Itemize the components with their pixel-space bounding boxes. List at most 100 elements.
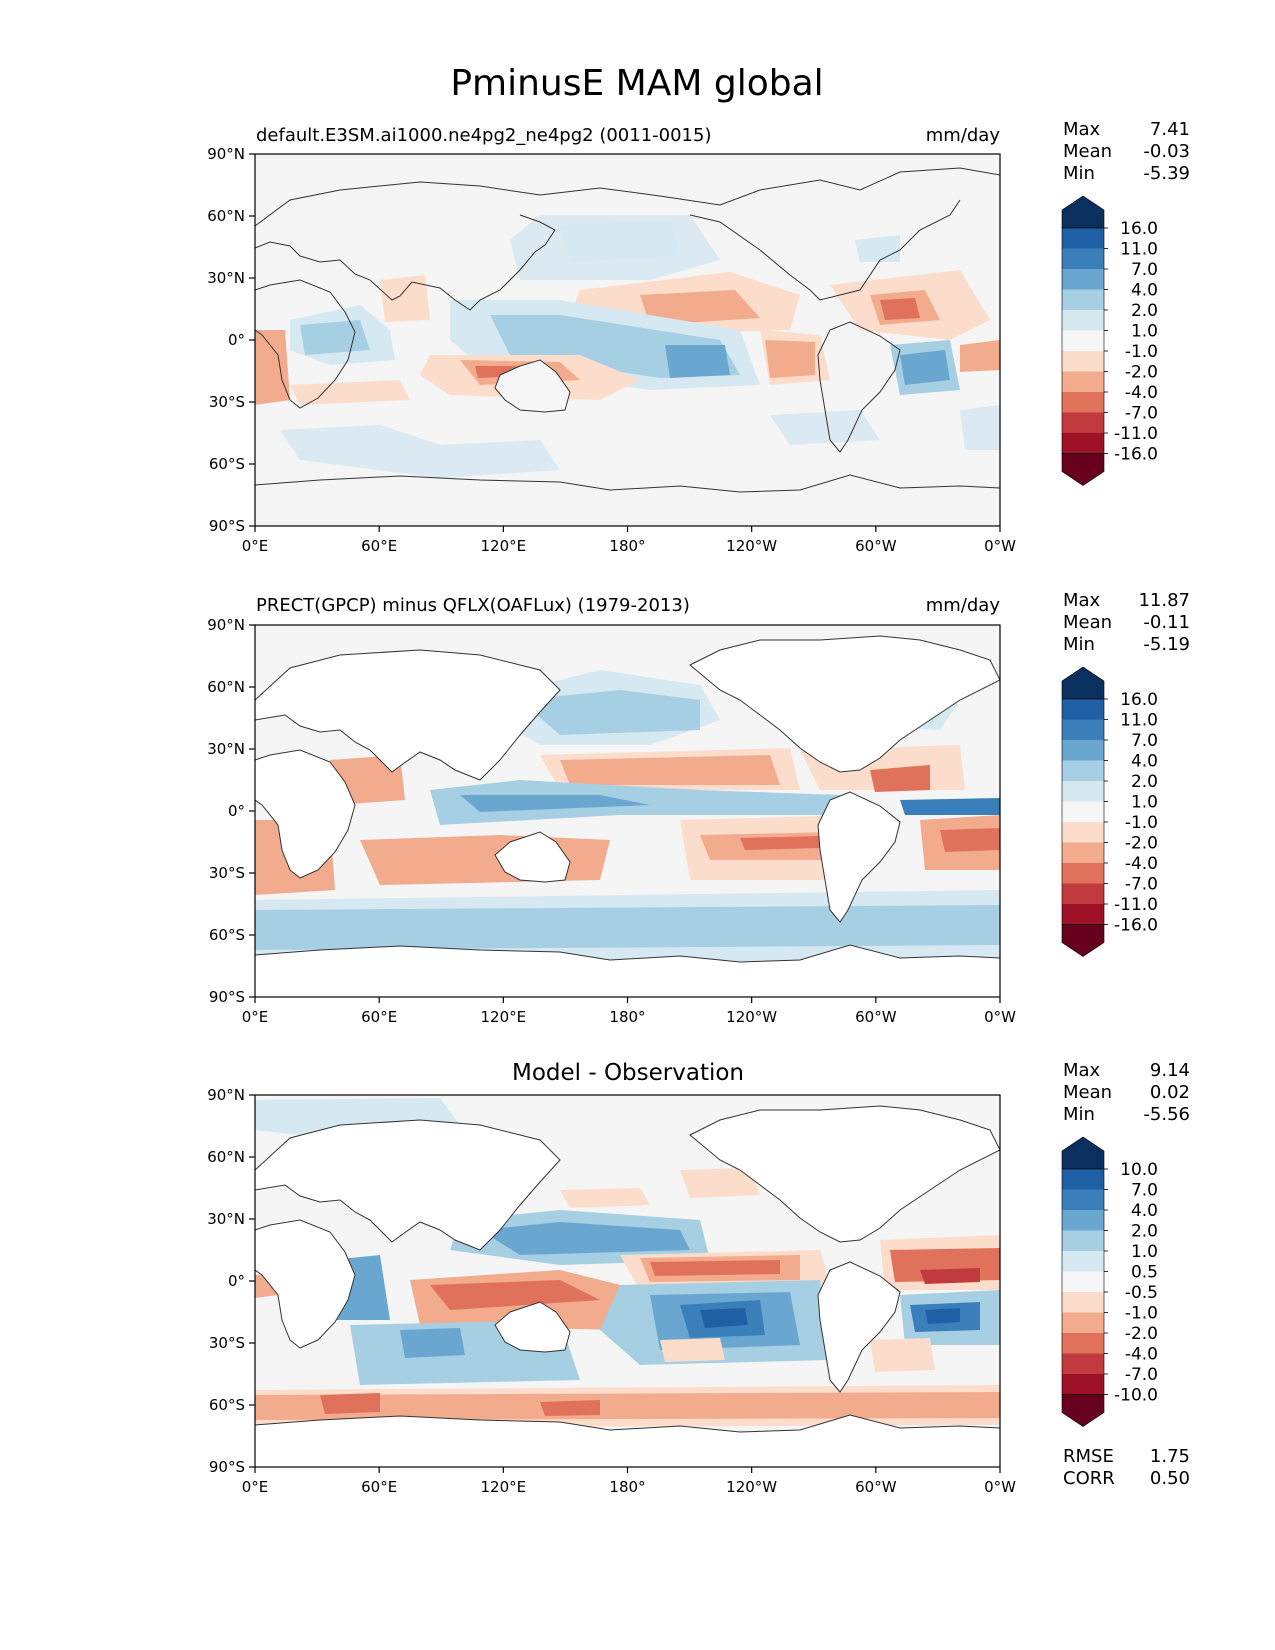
x-tick-label: 60°W [855, 1008, 897, 1026]
stat-label-corr: CORR [1063, 1468, 1115, 1489]
colorbar-level-label: -2.0 [1125, 1324, 1158, 1344]
colorbar-segment [1062, 822, 1104, 843]
colorbar-level-label: -7.0 [1125, 1365, 1158, 1385]
colorbar-level-label: -4.0 [1125, 1345, 1158, 1365]
map-panel-difference: Model - Observation [207, 1060, 1190, 1496]
y-tick-label: 60°S [209, 455, 245, 473]
colorbar-level-label: -7.0 [1125, 404, 1158, 424]
y-tick-label: 30°S [209, 1334, 245, 1352]
x-tick-label: 120°W [726, 1478, 777, 1496]
x-tick-label: 120°W [726, 1008, 777, 1026]
colorbar-segment [1062, 719, 1104, 740]
stat-label-rmse: RMSE [1063, 1446, 1114, 1467]
panel-left-title: default.E3SM.ai1000.ne4pg2_ne4pg2 (0011-… [256, 125, 711, 146]
landmasses [255, 635, 1000, 997]
y-tick-label: 90°N [207, 145, 245, 163]
panel-units: mm/day [926, 125, 1001, 146]
colorbar-segment [1062, 228, 1104, 249]
x-tick-label: 0°E [242, 537, 269, 555]
map-panel-observation: PRECT(GPCP) minus QFLX(OAFLux) (1979-201… [207, 590, 1190, 1026]
colorbar-segment [1062, 1374, 1104, 1395]
colorbar-level-label: -2.0 [1125, 363, 1158, 383]
colorbar-segment [1062, 1353, 1104, 1374]
colorbar-level-label: 1.0 [1131, 1242, 1158, 1262]
land-eurasia [255, 1119, 561, 1251]
colorbar-level-label: -1.0 [1125, 813, 1158, 833]
x-tick-label: 60°E [361, 537, 397, 555]
y-tick-label: 30°S [209, 864, 245, 882]
x-tick-label: 0°E [242, 1478, 269, 1496]
stat-label-mean: Mean [1063, 612, 1112, 633]
colorbar-segment [1062, 883, 1104, 904]
coastline-australia [494, 359, 571, 413]
stat-value-mean: 0.02 [1150, 1082, 1190, 1103]
y-tick-label: 90°S [209, 1458, 245, 1476]
panel-center-title: Model - Observation [512, 1060, 744, 1086]
stat-label-mean: Mean [1063, 141, 1112, 162]
stat-label-max: Max [1063, 590, 1101, 611]
coastline-arctic [255, 167, 1000, 227]
colorbar-level-label: -11.0 [1114, 424, 1158, 444]
colorbar-level-label: -10.0 [1114, 1386, 1158, 1406]
coastline-eurasia [255, 214, 556, 311]
colorbar-segment [1062, 1312, 1104, 1333]
coastline-antarctica [255, 474, 1000, 493]
colorbar-segment [1062, 740, 1104, 761]
y-tick-label: 0° [228, 1272, 245, 1290]
colorbar-extend-bottom [1061, 1394, 1105, 1427]
panel-units: mm/day [926, 595, 1001, 616]
land-south-america [817, 1261, 901, 1393]
colorbar-extend-top [1061, 195, 1105, 229]
stat-label-max: Max [1063, 119, 1101, 140]
y-tick-label: 90°N [207, 616, 245, 634]
colorbar-level-label: -16.0 [1114, 445, 1158, 465]
coastline-north-america [689, 199, 961, 301]
axis-ticks: 0°E 60°E 120°E 180° 120°W 60°W 0°W 90°N 60°N 30°N… [207, 616, 1016, 1026]
colorbar: 16.011.07.04.02.01.0-1.0-2.0-4.0-7.0-11.… [1061, 195, 1158, 486]
stat-label-max: Max [1063, 1060, 1101, 1081]
stat-label-min: Min [1063, 163, 1095, 184]
colorbar-segment [1062, 330, 1104, 351]
panel-left-title: PRECT(GPCP) minus QFLX(OAFLux) (1979-201… [256, 595, 690, 616]
colorbar-segment [1062, 433, 1104, 454]
y-tick-label: 0° [228, 331, 245, 349]
stat-label-min: Min [1063, 634, 1095, 655]
colorbar-segment [1062, 248, 1104, 269]
colorbar-segment [1062, 269, 1104, 290]
x-tick-label: 120°W [726, 537, 777, 555]
y-tick-label: 0° [228, 802, 245, 820]
colorbar-outline [1061, 227, 1105, 454]
land-eurasia [255, 649, 561, 781]
colorbar-level-label: 7.0 [1131, 731, 1158, 751]
y-tick-label: 90°S [209, 988, 245, 1006]
x-tick-label: 60°E [361, 1008, 397, 1026]
land-australia [494, 1301, 571, 1353]
y-tick-label: 60°N [207, 678, 245, 696]
x-tick-label: 0°W [984, 537, 1016, 555]
y-tick-label: 60°N [207, 207, 245, 225]
colorbar-level-label: 0.5 [1131, 1263, 1158, 1283]
map-area [255, 1095, 1000, 1467]
error-stats-block: RMSE 1.75 CORR 0.50 [1063, 1446, 1190, 1489]
colorbar-segment [1062, 392, 1104, 413]
colorbar-level-label: -2.0 [1125, 834, 1158, 854]
colorbar-level-label: 4.0 [1131, 752, 1158, 772]
y-tick-label: 60°N [207, 1148, 245, 1166]
axis-ticks: 0°E 60°E 120°E 180° 120°W 60°W 0°W 90°N 60°N 30°N… [207, 1086, 1016, 1496]
land-antarctica [255, 1414, 1000, 1467]
colorbar-level-label: 10.0 [1120, 1160, 1158, 1180]
y-tick-label: 30°S [209, 393, 245, 411]
colorbar-level-label: 4.0 [1131, 281, 1158, 301]
colorbar-segment [1062, 371, 1104, 392]
colorbar-level-label: 11.0 [1120, 240, 1158, 260]
colorbar-level-label: 2.0 [1131, 301, 1158, 321]
stat-label-min: Min [1063, 1104, 1095, 1125]
land-south-america [817, 791, 901, 923]
colorbar-level-label: 2.0 [1131, 1222, 1158, 1242]
coastline-south-america [817, 321, 901, 453]
colorbar-level-label: 4.0 [1131, 1201, 1158, 1221]
land-north-america [689, 1105, 1000, 1243]
land-africa [255, 749, 356, 879]
land-australia [494, 831, 571, 883]
